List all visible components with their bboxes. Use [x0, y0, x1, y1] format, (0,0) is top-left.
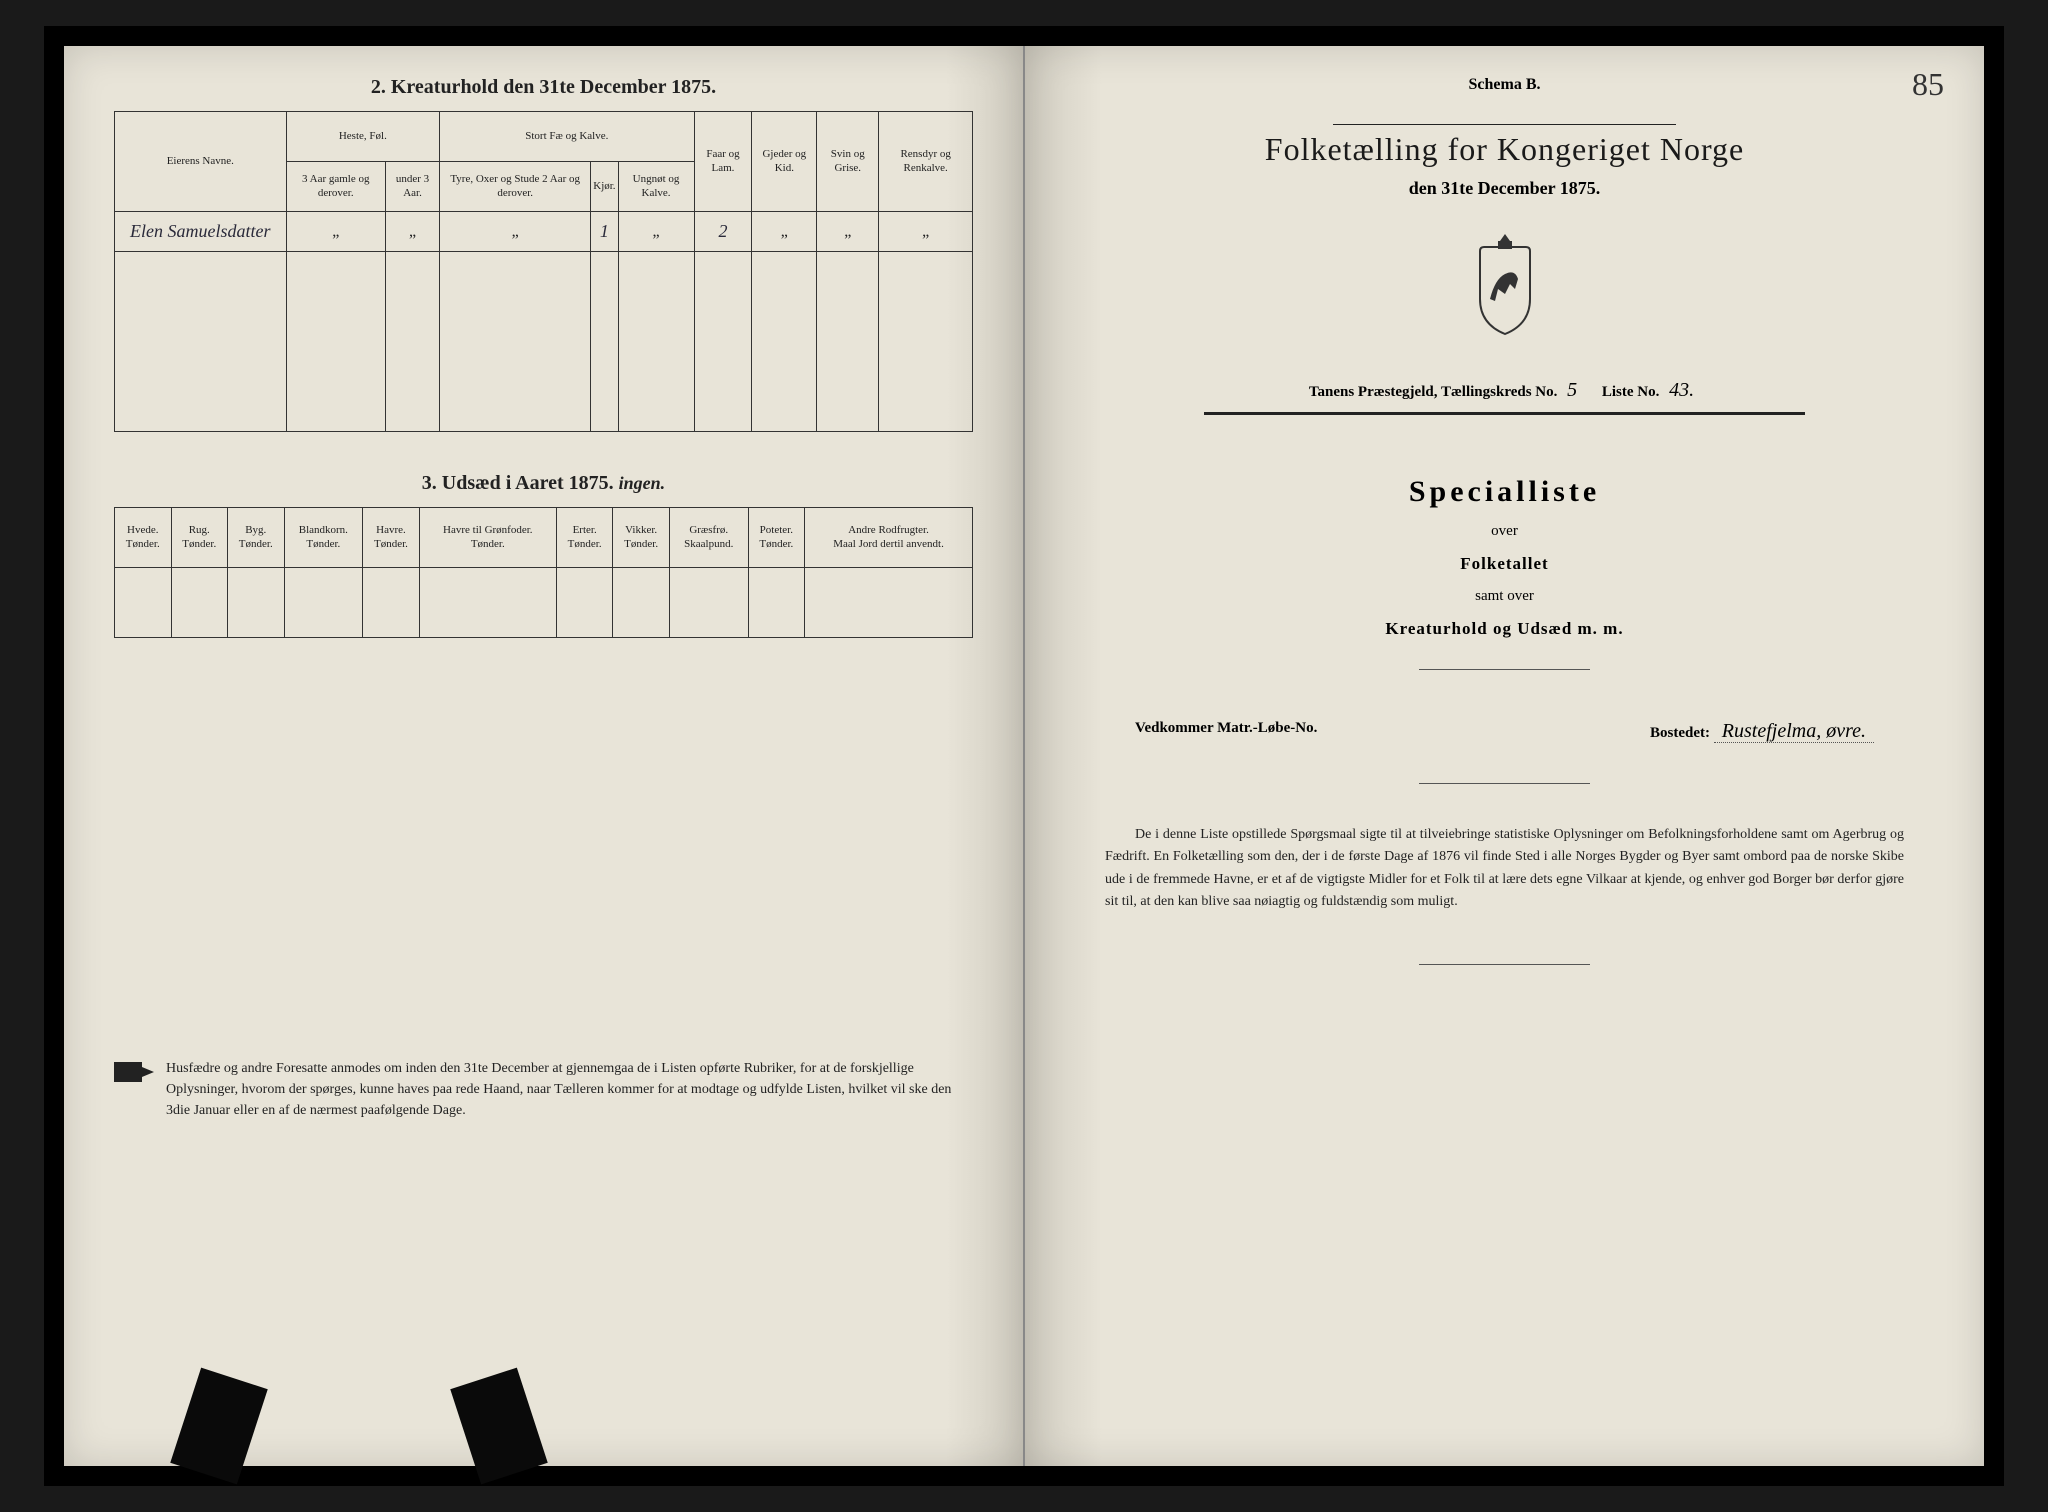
- col-reindeer: Rensdyr og Renkalve.: [879, 112, 973, 212]
- cell: „: [385, 212, 439, 252]
- section3-annotation: ingen.: [619, 473, 666, 493]
- district-number: 5: [1567, 379, 1577, 401]
- col-pigs: Svin og Grise.: [817, 112, 879, 212]
- left-page: 2. Kreaturhold den 31te December 1875. E…: [64, 46, 1025, 1466]
- col: Andre Rodfrugter.Maal Jord dertil anvend…: [805, 508, 973, 568]
- page-number: 85: [1912, 66, 1944, 103]
- col-c1: Tyre, Oxer og Stude 2 Aar og derover.: [440, 162, 591, 212]
- col: Havre til Grønfoder.Tønder.: [419, 508, 556, 568]
- district-prefix: Tanens Præstegjeld, Tællingskreds No.: [1309, 384, 1558, 400]
- col-sheep: Faar og Lam.: [694, 112, 752, 212]
- specialliste-title: Specialliste: [1075, 475, 1934, 509]
- description-paragraph: De i denne Liste opstillede Spørgsmaal s…: [1105, 824, 1904, 914]
- col: Rug.Tønder.: [171, 508, 228, 568]
- bosted-row: Vedkommer Matr.-Løbe-No. Bostedet: Ruste…: [1135, 720, 1874, 743]
- divider: [1419, 669, 1591, 670]
- col-c3: Ungnøt og Kalve.: [618, 162, 694, 212]
- cell: 2: [694, 212, 752, 252]
- section3-title: 3. Udsæd i Aaret 1875. ingen.: [114, 472, 973, 495]
- livestock-table: Eierens Navne. Heste, Føl. Stort Fæ og K…: [114, 111, 973, 432]
- binder-clip: [170, 1368, 267, 1485]
- col-c2: Kjør.: [591, 162, 618, 212]
- section2-title: 2. Kreaturhold den 31te December 1875.: [114, 76, 973, 99]
- col: Græsfrø.Skaalpund.: [669, 508, 748, 568]
- vedkommer-label: Vedkommer Matr.-Løbe-No.: [1135, 720, 1317, 743]
- footnote-text: Husfædre og andre Foresatte anmodes om i…: [166, 1058, 973, 1121]
- sub-date: den 31te December 1875.: [1075, 178, 1934, 199]
- cell: „: [817, 212, 879, 252]
- table-row: [115, 568, 973, 638]
- pointing-hand-icon: [114, 1062, 154, 1082]
- main-title: Folketælling for Kongeriget Norge: [1075, 131, 1934, 168]
- col-owner: Eierens Navne.: [115, 112, 287, 212]
- sowing-table: Hvede.Tønder. Rug.Tønder. Byg.Tønder. Bl…: [114, 507, 973, 638]
- col: Poteter.Tønder.: [748, 508, 805, 568]
- col-h2: under 3 Aar.: [385, 162, 439, 212]
- divider: [1204, 412, 1805, 415]
- divider: [1419, 783, 1591, 784]
- grp-cattle: Stort Fæ og Kalve.: [440, 112, 694, 162]
- right-page: 85 Schema B. Folketælling for Kongeriget…: [1025, 46, 1984, 1466]
- over-label: over: [1075, 523, 1934, 540]
- bosted-value: Rustefjelma, øvre.: [1714, 720, 1874, 743]
- col: Erter.Tønder.: [556, 508, 613, 568]
- cell: 1: [591, 212, 618, 252]
- divider: [1333, 124, 1677, 125]
- col: Vikker.Tønder.: [613, 508, 670, 568]
- divider: [1419, 964, 1591, 965]
- cell: „: [752, 212, 817, 252]
- col: Havre.Tønder.: [363, 508, 420, 568]
- cell: „: [879, 212, 973, 252]
- liste-label: Liste No.: [1602, 384, 1660, 400]
- liste-number: 43.: [1669, 379, 1694, 401]
- col: Blandkorn.Tønder.: [284, 508, 363, 568]
- col-goats: Gjeder og Kid.: [752, 112, 817, 212]
- table-row: Elen Samuelsdatter „ „ „ 1 „ 2 „ „ „: [115, 212, 973, 252]
- cell: „: [618, 212, 694, 252]
- grp-horses: Heste, Føl.: [286, 112, 440, 162]
- district-line: Tanens Præstegjeld, Tællingskreds No. 5 …: [1075, 379, 1934, 402]
- bosted-label: Bostedet:: [1650, 725, 1710, 741]
- book-spread: 2. Kreaturhold den 31te December 1875. E…: [44, 26, 2004, 1486]
- binder-clip: [450, 1368, 547, 1485]
- col: Hvede.Tønder.: [115, 508, 172, 568]
- cell: „: [286, 212, 385, 252]
- folketallet-label: Folketallet: [1075, 554, 1934, 574]
- col: Byg.Tønder.: [228, 508, 285, 568]
- col-h1: 3 Aar gamle og derover.: [286, 162, 385, 212]
- owner-name: Elen Samuelsdatter: [115, 212, 287, 252]
- samt-label: samt over: [1075, 588, 1934, 605]
- footnote: Husfædre og andre Foresatte anmodes om i…: [114, 1058, 973, 1121]
- schema-label: Schema B.: [1075, 76, 1934, 94]
- section3-title-text: 3. Udsæd i Aaret 1875.: [422, 472, 614, 494]
- coat-of-arms-icon: [1460, 229, 1550, 339]
- kreatur-label: Kreaturhold og Udsæd m. m.: [1075, 619, 1934, 639]
- table-empty: [115, 252, 973, 432]
- cell: „: [440, 212, 591, 252]
